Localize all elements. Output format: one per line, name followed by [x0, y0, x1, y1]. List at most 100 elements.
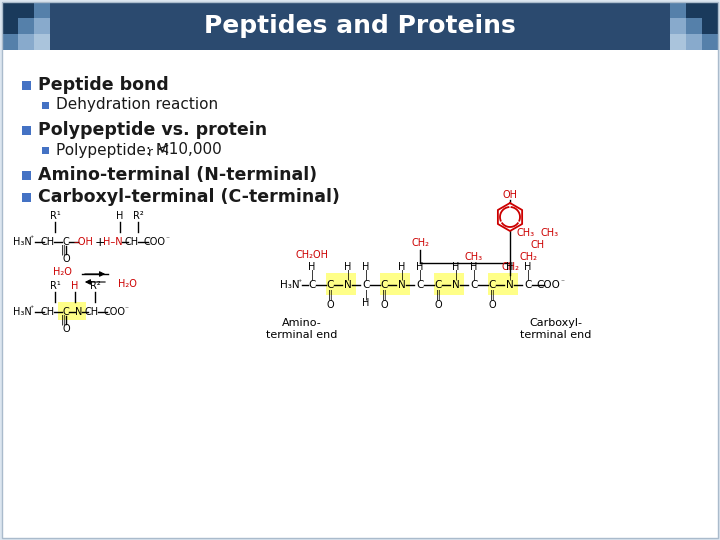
- Text: H: H: [470, 262, 477, 272]
- Bar: [686, 34, 702, 50]
- Text: H₃N: H₃N: [13, 237, 32, 247]
- Text: CH: CH: [41, 237, 55, 247]
- Bar: [2, 34, 18, 50]
- Text: |: |: [364, 270, 368, 280]
- Text: H: H: [362, 298, 369, 308]
- Text: ⁺: ⁺: [30, 305, 34, 314]
- Text: H₃N: H₃N: [280, 280, 300, 290]
- Text: ⁻: ⁻: [560, 278, 564, 287]
- Text: terminal end: terminal end: [266, 330, 338, 340]
- Text: Amino-terminal (N-terminal): Amino-terminal (N-terminal): [38, 166, 317, 184]
- Text: ‖: ‖: [60, 315, 66, 325]
- Text: H₂O: H₂O: [118, 279, 137, 289]
- Text: Polypeptide: M: Polypeptide: M: [56, 143, 169, 158]
- Text: ⁺: ⁺: [30, 234, 34, 244]
- Text: CH: CH: [85, 307, 99, 317]
- Text: N: N: [76, 307, 83, 317]
- Text: C: C: [488, 280, 495, 290]
- Text: H: H: [308, 262, 315, 272]
- Text: C: C: [63, 307, 69, 317]
- Text: r: r: [148, 145, 153, 159]
- Bar: [434, 273, 464, 295]
- Text: C: C: [470, 280, 477, 290]
- Text: –OH: –OH: [73, 237, 93, 247]
- Text: N: N: [398, 280, 406, 290]
- Text: |: |: [454, 270, 458, 280]
- Text: ‖: ‖: [328, 290, 333, 300]
- Bar: [22, 171, 31, 179]
- Text: H: H: [71, 281, 78, 291]
- Text: O: O: [62, 324, 70, 334]
- Bar: [2, 2, 18, 18]
- Bar: [18, 34, 34, 50]
- Text: CH₂: CH₂: [519, 252, 537, 262]
- Text: OH: OH: [503, 190, 518, 200]
- Bar: [686, 2, 702, 18]
- Bar: [702, 18, 718, 34]
- Text: ⁺: ⁺: [298, 278, 302, 287]
- Bar: [22, 80, 31, 90]
- Bar: [34, 2, 50, 18]
- Text: CH: CH: [531, 240, 545, 250]
- Text: C: C: [326, 280, 333, 290]
- Text: |: |: [526, 270, 530, 280]
- Text: N: N: [452, 280, 460, 290]
- Text: Carboxyl-: Carboxyl-: [529, 318, 582, 328]
- Text: H: H: [524, 262, 531, 272]
- Bar: [670, 18, 686, 34]
- Text: Amino-: Amino-: [282, 318, 322, 328]
- Bar: [34, 18, 50, 34]
- Text: H: H: [416, 262, 423, 272]
- Text: terminal end: terminal end: [521, 330, 592, 340]
- Bar: [702, 2, 718, 18]
- Bar: [2, 2, 718, 50]
- Text: |: |: [418, 270, 422, 280]
- Text: H–N: H–N: [103, 237, 123, 247]
- Text: H: H: [344, 262, 351, 272]
- Bar: [18, 2, 34, 18]
- Text: R²: R²: [132, 211, 143, 221]
- Text: O: O: [380, 300, 388, 310]
- Text: C: C: [524, 280, 531, 290]
- Bar: [702, 34, 718, 50]
- Text: Polypeptide vs. protein: Polypeptide vs. protein: [38, 121, 267, 139]
- Text: H: H: [506, 262, 513, 272]
- Text: Carboxyl-terminal (C-terminal): Carboxyl-terminal (C-terminal): [38, 188, 340, 206]
- Text: COO: COO: [103, 307, 125, 317]
- Text: Peptides and Proteins: Peptides and Proteins: [204, 14, 516, 38]
- Text: ‖: ‖: [60, 245, 66, 255]
- Text: R¹: R¹: [50, 281, 60, 291]
- Text: O: O: [326, 300, 334, 310]
- Text: COO: COO: [536, 280, 560, 290]
- Text: O: O: [434, 300, 442, 310]
- Text: H: H: [117, 211, 124, 221]
- Text: H₃N: H₃N: [13, 307, 32, 317]
- Text: ‖: ‖: [490, 290, 495, 300]
- Text: C: C: [362, 280, 369, 290]
- Bar: [380, 273, 410, 295]
- Text: <10,000: <10,000: [156, 143, 222, 158]
- Text: C: C: [380, 280, 387, 290]
- Text: CH: CH: [125, 237, 139, 247]
- Text: O: O: [62, 254, 70, 264]
- Text: CH₃: CH₃: [517, 228, 535, 238]
- Text: CH₃: CH₃: [541, 228, 559, 238]
- Bar: [686, 18, 702, 34]
- Text: CH₂: CH₂: [501, 262, 519, 272]
- Bar: [670, 34, 686, 50]
- Text: CH: CH: [41, 307, 55, 317]
- Text: ‖: ‖: [382, 290, 387, 300]
- Text: H₂O: H₂O: [53, 267, 72, 277]
- Text: |: |: [364, 290, 368, 300]
- Bar: [22, 192, 31, 201]
- Text: ⁻: ⁻: [165, 234, 169, 244]
- Text: R¹: R¹: [50, 211, 60, 221]
- Text: H: H: [362, 262, 369, 272]
- Text: C: C: [416, 280, 423, 290]
- Text: N: N: [506, 280, 514, 290]
- Bar: [22, 125, 31, 134]
- Text: |: |: [310, 270, 314, 280]
- Text: C: C: [63, 237, 69, 247]
- Text: CH₂OH: CH₂OH: [295, 250, 328, 260]
- Text: COO: COO: [144, 237, 166, 247]
